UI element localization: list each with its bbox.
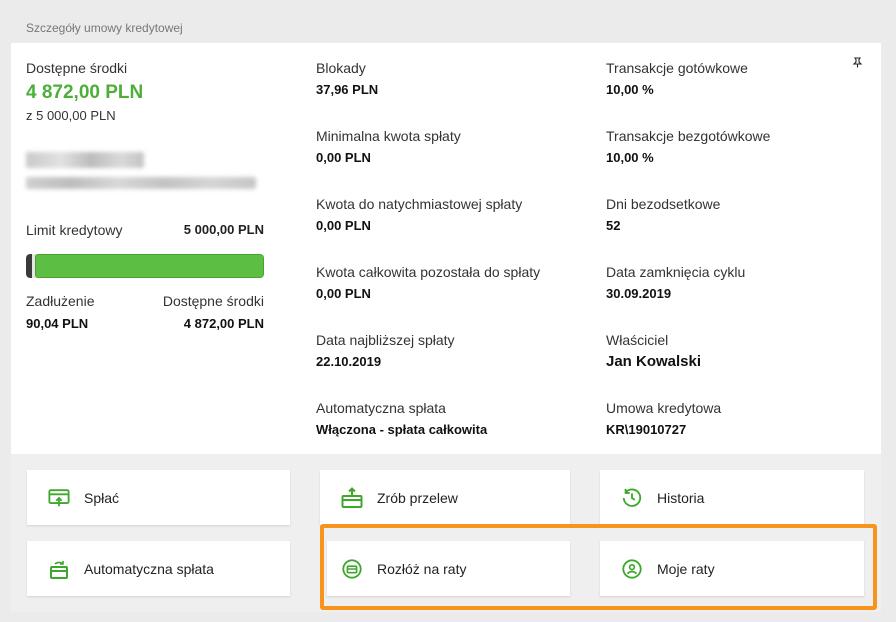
available-funds-value-2: 4 872,00 PLN — [183, 316, 264, 331]
installments-icon — [341, 558, 363, 580]
detail-owner: Właściciel Jan Kowalski — [606, 332, 701, 370]
credit-total: z 5 000,00 PLN — [26, 108, 116, 123]
debt-value: 90,04 PLN — [26, 316, 89, 331]
detail-value: KR\19010727 — [606, 422, 687, 437]
detail-label: Transakcje bezgotówkowe — [606, 128, 771, 144]
history-button-label: Historia — [657, 489, 705, 506]
credit-usage-bar-available — [34, 254, 264, 278]
auto-payment-button[interactable]: Automatyczna spłata — [27, 541, 290, 596]
credit-usage-bar — [26, 254, 264, 278]
my-installments-button-label: Moje raty — [657, 560, 715, 577]
detail-value: 30.09.2019 — [606, 286, 672, 301]
detail-blocks: Blokady 37,96 PLN — [316, 60, 378, 98]
detail-label: Automatyczna spłata — [316, 400, 446, 416]
credit-usage-bar-used — [26, 254, 32, 278]
detail-value: 10,00 % — [606, 82, 654, 97]
auto-payment-button-label: Automatyczna spłata — [84, 560, 214, 577]
available-funds-block: Dostępne środki 4 872,00 PLN — [163, 293, 264, 332]
detail-immediate-payment: Kwota do natychmiastowej spłaty 0,00 PLN — [316, 196, 522, 234]
detail-label: Transakcje gotówkowe — [606, 60, 748, 76]
credit-limit-value: 5 000,00 PLN — [183, 222, 264, 237]
detail-min-payment: Minimalna kwota spłaty 0,00 PLN — [316, 128, 461, 166]
credit-details-card: Dostępne środki 4 872,00 PLN z 5 000,00 … — [11, 43, 881, 454]
installments-button[interactable]: Rozłóż na raty — [327, 541, 570, 596]
available-funds-column: Dostępne środki 4 872,00 PLN z 5 000,00 … — [26, 43, 264, 454]
detail-label: Blokady — [316, 60, 366, 76]
history-icon — [621, 487, 643, 509]
section-title: Szczegóły umowy kredytowej — [26, 21, 183, 35]
detail-value: 10,00 % — [606, 150, 654, 165]
detail-auto-payment: Automatyczna spłata Włączona - spłata ca… — [316, 400, 487, 438]
detail-interest-free-days: Dni bezodsetkowe 52 — [606, 196, 720, 234]
detail-label: Dni bezodsetkowe — [606, 196, 721, 212]
my-installments-button[interactable]: Moje raty — [600, 541, 864, 596]
detail-label: Umowa kredytowa — [606, 400, 722, 416]
installments-button-label: Rozłóż na raty — [377, 560, 467, 577]
transfer-button[interactable]: Zrób przelew — [320, 470, 570, 525]
detail-label: Kwota całkowita pozostała do spłaty — [316, 264, 541, 280]
credit-limit-row: Limit kredytowy 5 000,00 PLN — [26, 222, 264, 238]
repay-button[interactable]: Spłać — [27, 470, 290, 525]
detail-cashless-transactions: Transakcje bezgotówkowe 10,00 % — [606, 128, 770, 166]
detail-value: Włączona - spłata całkowita — [316, 422, 488, 437]
auto-payment-icon — [48, 558, 70, 580]
my-installments-icon — [621, 558, 643, 580]
debt-block: Zadłużenie 90,04 PLN — [26, 293, 95, 332]
details-column-middle: Blokady 37,96 PLN Minimalna kwota spłaty… — [316, 43, 586, 454]
available-funds-label-2: Dostępne środki — [162, 293, 264, 309]
history-button[interactable]: Historia — [600, 470, 864, 525]
detail-label: Data najbliższej spłaty — [316, 332, 455, 348]
detail-label: Data zamknięcia cyklu — [606, 264, 746, 280]
pin-icon[interactable] — [852, 57, 863, 71]
detail-label: Kwota do natychmiastowej spłaty — [316, 196, 523, 212]
detail-credit-agreement: Umowa kredytowa KR\19010727 — [606, 400, 721, 438]
detail-label: Minimalna kwota spłaty — [316, 128, 461, 144]
credit-limit-label: Limit kredytowy — [26, 222, 123, 238]
repay-button-label: Spłać — [84, 489, 120, 506]
repay-icon — [48, 487, 70, 509]
detail-next-payment-date: Data najbliższej spłaty 22.10.2019 — [316, 332, 455, 370]
redacted-account-name — [26, 152, 144, 168]
detail-value: 0,00 PLN — [316, 218, 371, 233]
detail-value: 22.10.2019 — [316, 354, 382, 369]
details-column-right: Transakcje gotówkowe 10,00 % Transakcje … — [606, 43, 866, 454]
detail-value: Jan Kowalski — [606, 353, 702, 370]
detail-value: 0,00 PLN — [316, 150, 371, 165]
transfer-icon — [341, 486, 363, 509]
detail-value: 52 — [606, 218, 621, 233]
detail-total-remaining: Kwota całkowita pozostała do spłaty 0,00… — [316, 264, 540, 302]
detail-label: Właściciel — [606, 332, 669, 348]
available-funds-label: Dostępne środki — [26, 60, 128, 76]
debt-label: Zadłużenie — [26, 293, 95, 309]
transfer-button-label: Zrób przelew — [377, 489, 458, 506]
detail-value: 37,96 PLN — [316, 82, 379, 97]
detail-cash-transactions: Transakcje gotówkowe 10,00 % — [606, 60, 748, 98]
detail-cycle-close-date: Data zamknięcia cyklu 30.09.2019 — [606, 264, 745, 302]
redacted-account-number — [26, 177, 256, 189]
detail-value: 0,00 PLN — [316, 286, 371, 301]
available-funds-amount: 4 872,00 PLN — [26, 82, 144, 103]
